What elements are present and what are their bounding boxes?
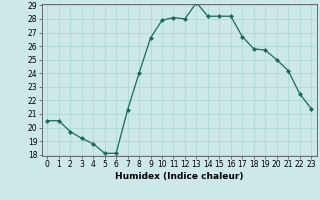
- X-axis label: Humidex (Indice chaleur): Humidex (Indice chaleur): [115, 172, 244, 181]
